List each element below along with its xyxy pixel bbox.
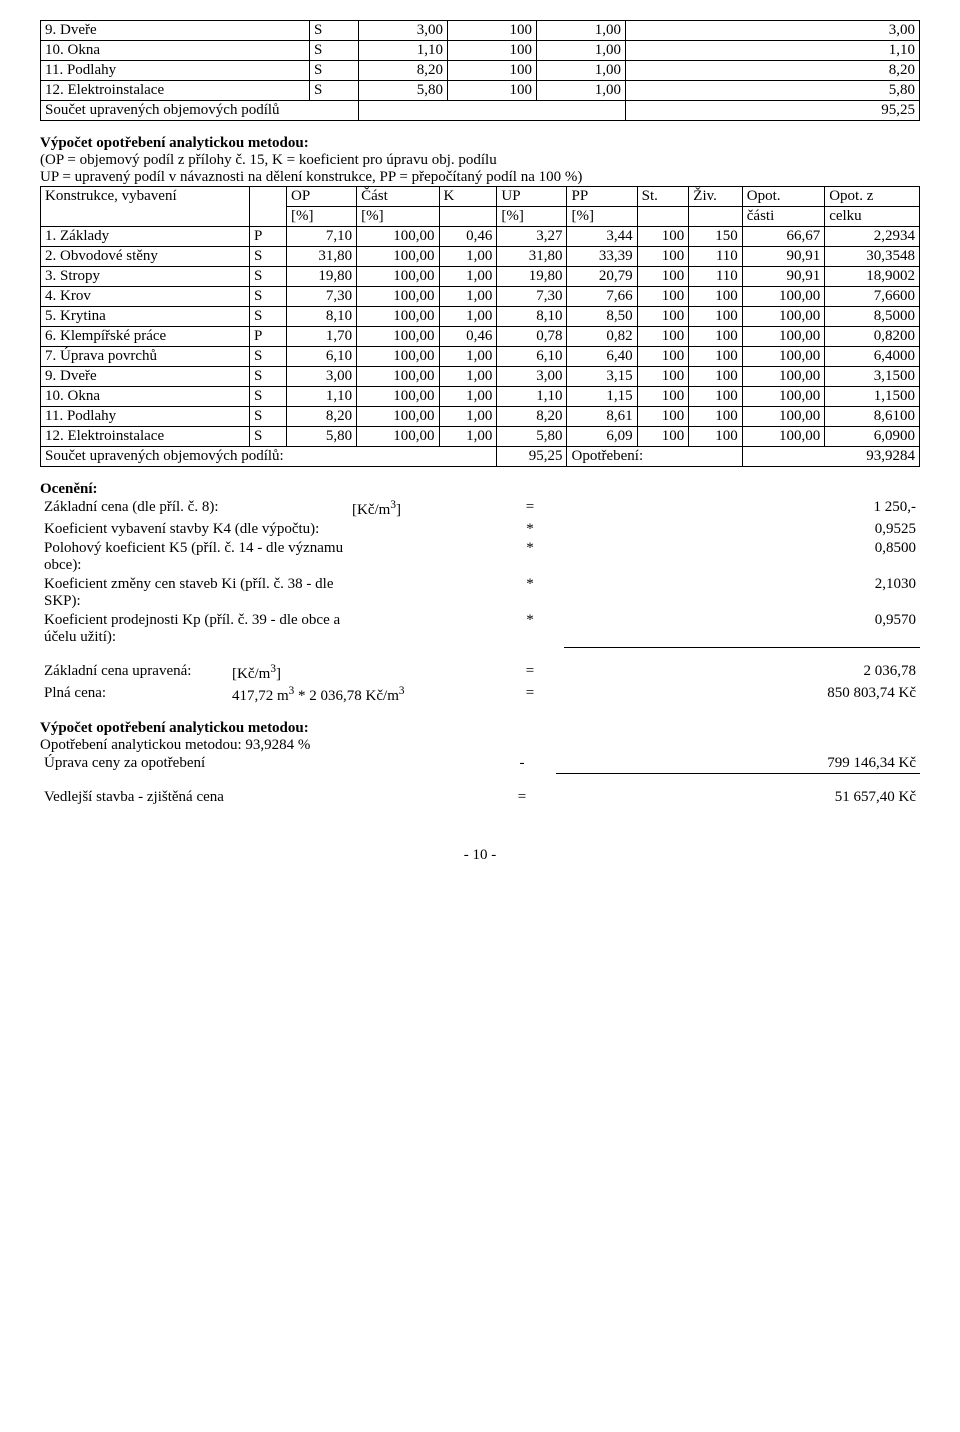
table-row: 12. ElektroinstalaceS5,801001,005,80 bbox=[41, 81, 920, 101]
col-pp: PP bbox=[567, 187, 637, 207]
col-ziv: Živ. bbox=[689, 187, 742, 207]
table-wear-analytic: Konstrukce, vybavení OP Část K UP PP St.… bbox=[40, 186, 920, 467]
final-row: Vedlejší stavba - zjištěná cena = 51 657… bbox=[40, 788, 920, 807]
r1-label: Základní cena upravená: bbox=[40, 662, 228, 684]
oceneni-row: Koeficient změny cen staveb Ki (příl. č.… bbox=[40, 575, 920, 611]
r1-unit: [Kč/m3] bbox=[228, 662, 496, 684]
t2-sum-value: 95,25 bbox=[497, 447, 567, 467]
calc-title: Výpočet opotřebení analytickou metodou: bbox=[40, 135, 920, 152]
calc2-val: 799 146,34 Kč bbox=[556, 754, 920, 774]
table-row: 11. PodlahyS8,201001,008,20 bbox=[41, 61, 920, 81]
table-row: 2. Obvodové stěnyS31,80100,001,0031,8033… bbox=[41, 247, 920, 267]
calc-method-heading: Výpočet opotřebení analytickou metodou: … bbox=[40, 135, 920, 186]
oceneni-row: Polohový koeficient K5 (příl. č. 14 - dl… bbox=[40, 539, 920, 575]
final-op: = bbox=[488, 788, 556, 807]
r2-val: 850 803,74 Kč bbox=[564, 684, 920, 706]
col-op: OP bbox=[287, 187, 357, 207]
col-up: UP bbox=[497, 187, 567, 207]
table-row: 10. OknaS1,101001,001,10 bbox=[41, 41, 920, 61]
table-row: 5. KrytinaS8,10100,001,008,108,501001001… bbox=[41, 307, 920, 327]
oceneni-row: Základní cena (dle příl. č. 8):[Kč/m3]=1… bbox=[40, 498, 920, 520]
table-row: 4. KrovS7,30100,001,007,307,66100100100,… bbox=[41, 287, 920, 307]
sum-value: 95,25 bbox=[626, 101, 920, 121]
calc2-block: Výpočet opotřebení analytickou metodou: … bbox=[40, 720, 920, 774]
final-val: 51 657,40 Kč bbox=[556, 788, 920, 807]
calc2-op: - bbox=[488, 754, 556, 774]
table-row: 12. ElektroinstalaceS5,80100,001,005,806… bbox=[41, 427, 920, 447]
col-opot: Opot. bbox=[742, 187, 824, 207]
r2-calc: 417,72 m3 * 2 036,78 Kč/m3 bbox=[228, 684, 496, 706]
table-row: 9. DveřeS3,001001,003,00 bbox=[41, 21, 920, 41]
oceneni-table: Základní cena (dle příl. č. 8):[Kč/m3]=1… bbox=[40, 498, 920, 648]
calc2-title: Výpočet opotřebení analytickou metodou: bbox=[40, 720, 920, 737]
t2-sum-label: Součet upravených objemových podílů: bbox=[41, 447, 497, 467]
r1-val: 2 036,78 bbox=[564, 662, 920, 684]
table-row: 1. ZákladyP7,10100,000,463,273,441001506… bbox=[41, 227, 920, 247]
oceneni-row: Koeficient vybavení stavby K4 (dle výpoč… bbox=[40, 520, 920, 539]
t2-opot-value: 93,9284 bbox=[742, 447, 919, 467]
calc2-line2: Úprava ceny za opotřebení bbox=[40, 754, 488, 774]
calc-note-1: (OP = objemový podíl z přílohy č. 15, K … bbox=[40, 152, 920, 169]
sum-label: Součet upravených objemových podílů bbox=[41, 101, 359, 121]
table-row: 6. Klempířské práceP1,70100,000,460,780,… bbox=[41, 327, 920, 347]
r2-op: = bbox=[496, 684, 564, 706]
col-opotz: Opot. z bbox=[825, 187, 920, 207]
table-row: 11. PodlahyS8,20100,001,008,208,61100100… bbox=[41, 407, 920, 427]
col-st: St. bbox=[637, 187, 689, 207]
col-konstrukce: Konstrukce, vybavení bbox=[41, 187, 250, 227]
table-row: 10. OknaS1,10100,001,001,101,15100100100… bbox=[41, 387, 920, 407]
t2-opot-label: Opotřebení: bbox=[567, 447, 742, 467]
table-row: 7. Úprava povrchůS6,10100,001,006,106,40… bbox=[41, 347, 920, 367]
r1-op: = bbox=[496, 662, 564, 684]
oceneni-row: Koeficient prodejnosti Kp (příl. č. 39 -… bbox=[40, 611, 920, 647]
page-number: - 10 - bbox=[40, 847, 920, 864]
r2-label: Plná cena: bbox=[40, 684, 228, 706]
calc2-line1: Opotřebení analytickou metodou: 93,9284 … bbox=[40, 737, 920, 754]
calc-note-2: UP = upravený podíl v návaznosti na děle… bbox=[40, 169, 920, 186]
table-row: 9. DveřeS3,00100,001,003,003,15100100100… bbox=[41, 367, 920, 387]
col-cast: Část bbox=[357, 187, 439, 207]
oceneni-title: Ocenění: bbox=[40, 481, 920, 498]
col-k: K bbox=[439, 187, 497, 207]
result-table: Základní cena upravená: [Kč/m3] = 2 036,… bbox=[40, 662, 920, 706]
final-label: Vedlejší stavba - zjištěná cena bbox=[40, 788, 488, 807]
calc2-row: Úprava ceny za opotřebení - 799 146,34 K… bbox=[40, 754, 920, 774]
table-row: 3. StropyS19,80100,001,0019,8020,7910011… bbox=[41, 267, 920, 287]
table-adjusted-shares: 9. DveřeS3,001001,003,0010. OknaS1,10100… bbox=[40, 20, 920, 121]
